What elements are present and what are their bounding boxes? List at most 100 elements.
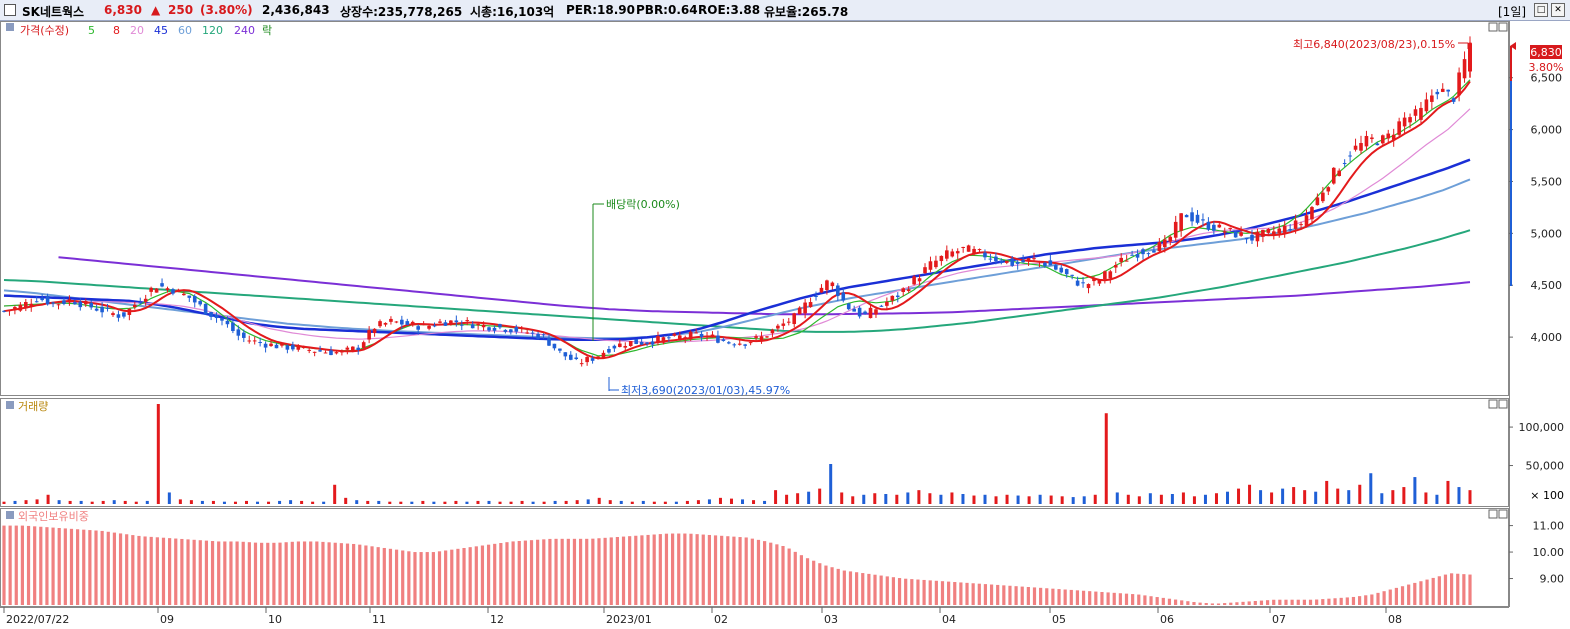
volume-unit-label: × 100 bbox=[1530, 489, 1564, 502]
volume-bar bbox=[13, 500, 17, 504]
candle-body bbox=[1217, 224, 1222, 228]
candle-body bbox=[263, 343, 268, 348]
volume-bar bbox=[983, 494, 987, 504]
volume-bar bbox=[200, 500, 204, 504]
maximize-icon[interactable]: □ bbox=[1534, 3, 1548, 17]
foreign-ratio-bar bbox=[1456, 573, 1460, 605]
foreign-ratio-bar bbox=[1272, 599, 1276, 605]
volume-bar bbox=[652, 501, 656, 504]
foreign-ratio-bar bbox=[260, 542, 264, 605]
foreign-ratio-bar bbox=[769, 542, 773, 605]
price-panel-buttons[interactable] bbox=[1488, 22, 1508, 519]
candle-body bbox=[1424, 99, 1429, 112]
volume-bar bbox=[807, 491, 811, 504]
foreign-ratio-bar bbox=[842, 570, 846, 605]
candle-body bbox=[1092, 278, 1096, 282]
candle-body bbox=[2, 310, 6, 312]
ma8-line bbox=[3, 80, 1471, 360]
foreign-ratio-bar bbox=[210, 541, 215, 605]
candle-body bbox=[405, 321, 410, 325]
foreign-ratio-bar bbox=[560, 538, 564, 605]
candle-body bbox=[198, 301, 202, 305]
candle-body bbox=[661, 337, 666, 343]
foreign-ratio-bar bbox=[1124, 593, 1129, 605]
foreign-ratio-bar bbox=[419, 552, 423, 605]
foreign-ratio-bar bbox=[1149, 596, 1153, 605]
candle-body bbox=[939, 255, 944, 262]
candle-body bbox=[857, 307, 862, 317]
candle-body bbox=[285, 345, 290, 350]
volume-bar bbox=[1413, 477, 1417, 504]
volume-bars bbox=[2, 404, 1472, 504]
foreign-ratio-bar bbox=[799, 555, 804, 605]
candle-body bbox=[1201, 219, 1205, 221]
volume-bar bbox=[674, 501, 678, 504]
x-tick-label: 08 bbox=[1388, 613, 1402, 626]
foreign-ratio-bar bbox=[1014, 586, 1018, 605]
candle-body bbox=[890, 295, 895, 301]
foreign-ratio-bar bbox=[100, 530, 104, 605]
candle-body bbox=[291, 344, 295, 350]
foreign-ratio-bar bbox=[63, 528, 67, 605]
candle-body bbox=[628, 341, 633, 347]
legend-ma120: 120 bbox=[202, 24, 223, 37]
foreign-ratio-bar bbox=[486, 544, 491, 605]
volume-bar bbox=[961, 494, 965, 504]
candle-body bbox=[509, 329, 513, 333]
foreign-ratio-bar bbox=[1468, 574, 1472, 605]
volume-bar bbox=[123, 500, 127, 504]
foreign-ratio-bar bbox=[1462, 574, 1466, 605]
candle-body bbox=[650, 341, 655, 345]
foreign-ratio-bar bbox=[161, 537, 166, 605]
candle-body bbox=[274, 344, 279, 349]
x-tick-label: 06 bbox=[1160, 613, 1174, 626]
candle-body bbox=[296, 345, 301, 350]
foreign-ratio-bar bbox=[989, 584, 994, 605]
candle-body bbox=[906, 289, 911, 292]
foreign-ratio-bar bbox=[88, 530, 92, 605]
candle-body bbox=[400, 319, 404, 325]
volume-bar bbox=[906, 492, 910, 504]
candle-body bbox=[786, 321, 791, 323]
foreign-ratio-bar bbox=[585, 538, 589, 605]
foreign-ratio-bar bbox=[1075, 590, 1080, 605]
volume-bar bbox=[1446, 480, 1450, 504]
volume-bar bbox=[641, 500, 645, 504]
volume-bar bbox=[774, 490, 778, 504]
foreign-ratio-bar bbox=[1265, 600, 1270, 605]
foreign-ratio-bar bbox=[57, 528, 61, 605]
volume-bar bbox=[818, 488, 822, 504]
volume-bar bbox=[1248, 484, 1252, 504]
candle-body bbox=[574, 357, 579, 360]
candle-body bbox=[73, 302, 77, 305]
foreign-ratio-bar bbox=[456, 548, 460, 605]
volume-bar bbox=[46, 494, 50, 504]
volume-bar bbox=[112, 500, 116, 504]
candle-body bbox=[912, 276, 916, 285]
checkbox-icon[interactable] bbox=[4, 4, 16, 16]
candle-body bbox=[67, 299, 72, 303]
period-selector[interactable]: [1일] bbox=[1498, 5, 1527, 19]
foreign-ratio-bar bbox=[192, 539, 196, 605]
candle-body bbox=[1359, 142, 1363, 151]
foreign-ratio-bar bbox=[910, 579, 914, 605]
candle-body bbox=[421, 323, 426, 326]
foreign-ratio-bar bbox=[940, 581, 945, 605]
foreign-ratio-bar bbox=[1063, 589, 1067, 605]
candle-body bbox=[694, 332, 698, 334]
candle-body bbox=[1010, 258, 1015, 266]
candle-body bbox=[1103, 271, 1107, 280]
candle-body bbox=[345, 347, 350, 350]
volume-bar bbox=[68, 500, 72, 504]
close-icon[interactable]: ✕ bbox=[1551, 3, 1565, 17]
volume-bar bbox=[57, 500, 61, 504]
candle-body bbox=[732, 344, 737, 346]
foreign-ratio-bar bbox=[1394, 587, 1398, 605]
volume-bar bbox=[685, 500, 689, 504]
candle-body bbox=[770, 329, 775, 334]
stock-chart: 가격(수정) 5 8 20 45 60 120 240 락 거래량 외국인보유비… bbox=[0, 21, 1570, 626]
volume-bar bbox=[333, 484, 337, 504]
candle-body bbox=[530, 332, 535, 334]
foreign-ratio-bar bbox=[916, 579, 920, 605]
foreign-ratio-bar bbox=[750, 538, 754, 605]
